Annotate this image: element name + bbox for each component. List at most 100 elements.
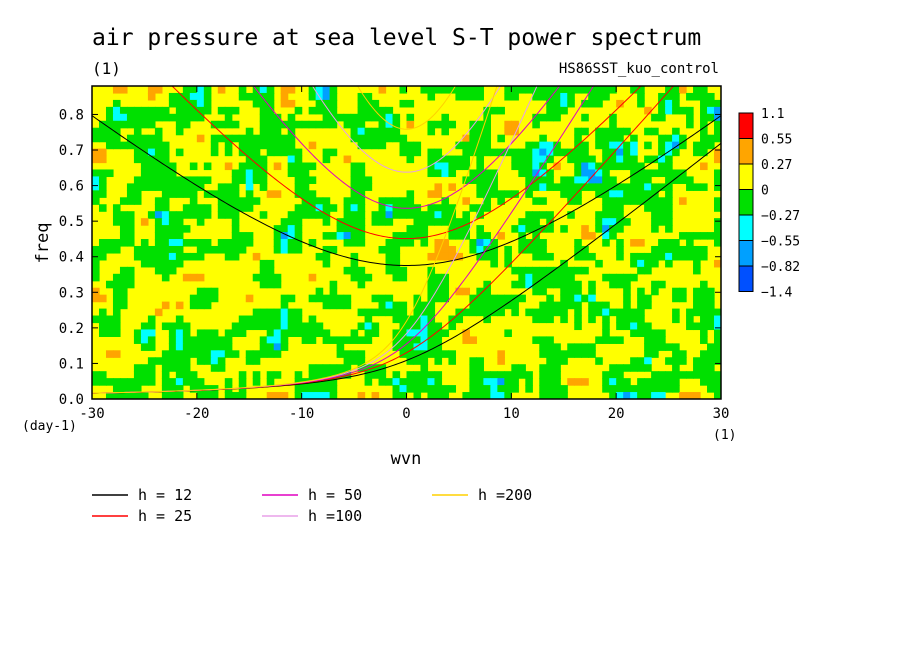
heatmap-cell (476, 162, 484, 171)
heatmap-cell (119, 378, 128, 386)
heatmap-cell (175, 239, 184, 247)
heatmap-cell (273, 225, 282, 233)
heatmap-cell (392, 232, 401, 240)
heatmap-cell (665, 239, 673, 247)
heatmap-cell (406, 343, 415, 351)
heatmap-cell (539, 371, 547, 379)
heatmap-cell (245, 155, 254, 164)
heatmap-cell (644, 392, 652, 399)
heatmap-cell (574, 287, 582, 296)
colorbar-label: −0.27 (761, 209, 800, 224)
heatmap-cell (546, 176, 554, 184)
heatmap-cell (98, 371, 107, 379)
heatmap-cell (98, 190, 107, 198)
heatmap-cell (644, 169, 652, 178)
heatmap-cell (154, 141, 163, 150)
heatmap-cell (161, 113, 170, 122)
heatmap-cell (714, 259, 721, 268)
heatmap-cell (413, 148, 422, 157)
heatmap-cell (700, 252, 708, 261)
heatmap-cell (469, 120, 477, 129)
heatmap-cell (525, 280, 533, 289)
heatmap-cell (490, 106, 498, 115)
heatmap-cell (665, 141, 673, 150)
heatmap-cell (476, 127, 484, 136)
heatmap-cell (133, 120, 142, 129)
heatmap-cell (574, 169, 582, 178)
heatmap-cell (546, 86, 554, 94)
heatmap-cell (672, 169, 680, 178)
heatmap-cell (511, 371, 519, 379)
heatmap-cell (357, 266, 366, 275)
heatmap-cell (217, 364, 226, 372)
heatmap-cell (385, 120, 394, 129)
heatmap-cell (350, 204, 359, 212)
heatmap-cell (483, 294, 491, 303)
heatmap-cell (665, 99, 673, 108)
heatmap-cell (252, 252, 261, 261)
heatmap-cell (658, 280, 666, 289)
heatmap-cell (476, 86, 484, 94)
heatmap-cell (546, 392, 554, 399)
heatmap-cell (693, 294, 701, 303)
heatmap-cell (196, 357, 205, 365)
heatmap-cell (567, 86, 575, 94)
heatmap-cell (581, 245, 589, 254)
heatmap-cell (126, 183, 135, 191)
heatmap-cell (133, 190, 142, 198)
heatmap-cell (539, 350, 547, 358)
heatmap-cell (392, 392, 401, 399)
heatmap-cell (658, 336, 666, 344)
heatmap-cell (581, 294, 589, 303)
heatmap-cell (469, 336, 477, 344)
heatmap-cell (441, 280, 450, 289)
heatmap-cell (497, 106, 505, 115)
heatmap-cell (399, 329, 408, 337)
heatmap-cell (182, 371, 191, 379)
heatmap-cell (427, 378, 436, 386)
heatmap-cell (448, 322, 457, 331)
heatmap-cell (546, 385, 554, 393)
heatmap-cell (224, 106, 233, 115)
heatmap-cell (294, 239, 303, 247)
heatmap-cell (560, 183, 568, 191)
heatmap-cell (567, 190, 575, 198)
heatmap-cell (168, 225, 177, 233)
heatmap-cell (658, 239, 666, 247)
heatmap-cell (112, 329, 121, 337)
heatmap-cell (483, 148, 491, 157)
heatmap-cell (560, 225, 568, 233)
heatmap-cell (420, 350, 429, 358)
heatmap-cell (357, 308, 366, 317)
heatmap-cell (553, 92, 561, 101)
heatmap-cell (560, 301, 568, 310)
heatmap-cell (623, 127, 631, 136)
heatmap-cell (273, 239, 282, 247)
heatmap-cell (364, 315, 373, 324)
heatmap-cell (616, 392, 624, 399)
heatmap-cell (189, 106, 198, 115)
heatmap-cell (273, 273, 282, 282)
heatmap-cell (574, 134, 582, 143)
heatmap-cell (665, 134, 673, 143)
heatmap-cell (644, 106, 652, 115)
heatmap-cell (630, 162, 638, 171)
heatmap-cell (287, 322, 296, 331)
heatmap-cell (98, 155, 107, 164)
heatmap-cell (504, 259, 512, 268)
heatmap-cell (574, 148, 582, 157)
heatmap-cell (371, 392, 380, 399)
heatmap-cell (182, 343, 191, 351)
heatmap-cell (140, 245, 149, 254)
heatmap-cell (224, 183, 233, 191)
heatmap-cell (147, 364, 156, 372)
heatmap-cell (420, 364, 429, 372)
legend-label: h =200 (478, 486, 532, 504)
heatmap-cell (455, 315, 464, 324)
heatmap-cell (672, 148, 680, 157)
heatmap-cell (259, 99, 268, 108)
heatmap-cell (231, 134, 240, 143)
heatmap-cell (637, 197, 645, 205)
heatmap-cell (92, 176, 100, 184)
heatmap-cell (539, 343, 547, 351)
